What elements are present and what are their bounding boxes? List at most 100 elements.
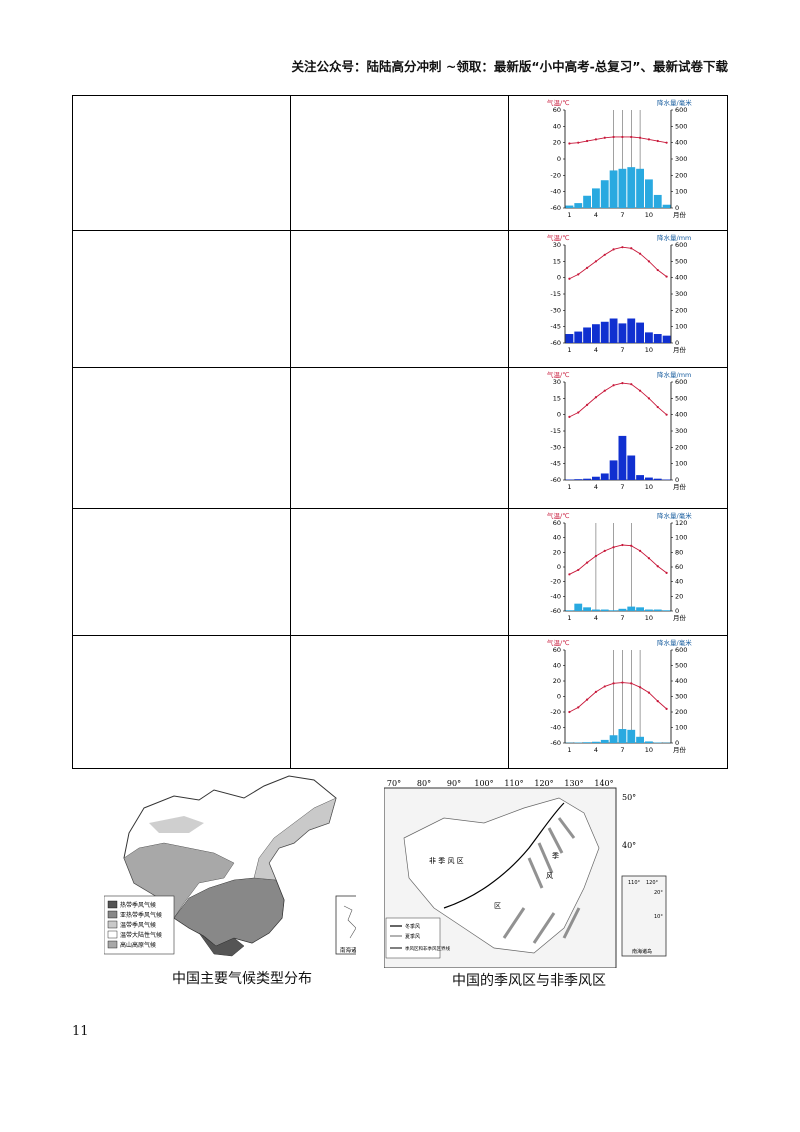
temp-tick-label: 20 — [553, 548, 561, 556]
temp-tick-label: -40 — [551, 592, 562, 600]
temp-point — [665, 413, 668, 416]
temp-axis-label: 气温/℃ — [547, 370, 570, 379]
temp-point — [612, 248, 615, 251]
precip-bar — [627, 729, 636, 743]
climate-chart-cell: 气温/℃ 降水量/mm 30 15 0 -15 -30 -45 -60 600 500 400 300 2… — [508, 367, 728, 509]
temp-point — [594, 690, 598, 693]
temp-point — [639, 252, 642, 255]
longitude-label: 100° — [474, 779, 493, 788]
precip-bar — [618, 435, 627, 480]
x-tick-label: 7 — [620, 483, 624, 491]
temp-tick-label: 0 — [557, 155, 561, 163]
temp-point — [639, 686, 642, 689]
precip-tick-label: 0 — [675, 739, 679, 747]
legend-label: 冬季风 — [405, 923, 420, 930]
precip-axis-label: 降水量/毫米 — [657, 98, 692, 107]
temp-tick-label: -40 — [551, 724, 562, 732]
climate-chart-4: 气温/℃ 降水量/毫米6040200-20-40-6012010080604020… — [547, 511, 692, 622]
precip-bar — [609, 610, 618, 611]
temp-axis-label: 气温/℃ — [547, 511, 570, 520]
temp-point — [586, 403, 589, 406]
legend-label: 高山高原气候 — [120, 941, 156, 949]
temp-point — [568, 573, 571, 576]
precip-bar — [645, 741, 653, 743]
temp-tick-label: 0 — [557, 274, 561, 282]
maps-section: 热带季风气候 亚热带季风气候 温带季风气候 温带大陆性气候 高山高原气候 南海诸… — [72, 768, 728, 998]
temp-point — [577, 568, 580, 572]
precip-tick-label: 500 — [675, 122, 687, 130]
precip-tick-label: 100 — [675, 724, 687, 732]
climate-chart-cell: 气温/℃ 降水量/mm 30 15 0 -15 -30 -45 -60 600 500 400 300 2… — [508, 230, 728, 368]
temp-axis-label: 气温/℃ — [547, 638, 570, 647]
precip-bar — [600, 180, 609, 208]
china-monsoon-map: 70°80°90°100°110°120°130°140° 50°40°30°2… — [384, 779, 667, 968]
precip-bar — [583, 478, 592, 480]
precip-tick-label: 500 — [675, 394, 687, 402]
precip-tick-label: 0 — [675, 607, 679, 615]
precip-tick-label: 400 — [675, 139, 687, 147]
legend-label: 季风区和非季风区界线 — [405, 945, 450, 952]
temp-point — [656, 405, 659, 409]
x-tick-label: 10 — [645, 614, 653, 622]
x-tick-label: 1 — [567, 211, 571, 219]
temp-point — [586, 139, 589, 143]
temp-point — [621, 543, 624, 547]
south-china-sea-inset: 南海诸岛 — [335, 895, 356, 955]
table-cell — [71, 635, 292, 769]
temp-point — [630, 682, 633, 685]
temp-point — [612, 135, 615, 139]
precip-tick-label: 400 — [675, 677, 687, 685]
temp-point — [568, 142, 571, 145]
precip-bar — [592, 188, 600, 208]
precip-bar — [653, 334, 662, 343]
temp-tick-label: -30 — [551, 306, 562, 314]
precip-bar — [653, 194, 662, 208]
temp-point — [639, 389, 642, 392]
temp-tick-label: -40 — [551, 188, 562, 196]
precip-bar — [609, 170, 618, 208]
precip-tick-label: 0 — [675, 339, 679, 347]
precip-bar — [627, 606, 636, 611]
precip-bar — [592, 476, 600, 480]
precip-tick-label: 400 — [675, 411, 687, 419]
precip-tick-label: 60 — [675, 563, 683, 571]
precip-tick-label: 600 — [675, 241, 687, 249]
precip-bar — [653, 609, 662, 611]
temp-tick-label: 60 — [553, 646, 561, 654]
latitude-label: 50° — [622, 793, 636, 802]
temp-point — [568, 415, 571, 418]
inset-tick-label: 120° — [646, 880, 659, 886]
legend-label: 温带季风气候 — [120, 921, 156, 929]
precip-bar — [600, 739, 609, 743]
latitude-label: 40° — [622, 841, 636, 850]
temp-point — [656, 700, 659, 703]
temp-point — [612, 384, 615, 387]
temp-point — [656, 565, 659, 568]
precip-bar — [662, 204, 671, 208]
precip-tick-label: 100 — [675, 323, 687, 331]
precip-tick-label: 100 — [675, 460, 687, 468]
x-tick-label: 7 — [620, 211, 624, 219]
temp-tick-label: 0 — [557, 411, 561, 419]
precip-bar — [565, 205, 574, 208]
legend-label: 夏季风 — [405, 933, 420, 940]
legend-label: 亚热带季风气候 — [120, 911, 162, 919]
left-map-caption: 中国主要气候类型分布 — [172, 971, 312, 987]
temp-point — [639, 549, 642, 552]
precip-bar — [636, 168, 645, 208]
temp-point — [594, 554, 598, 558]
precip-bar — [662, 610, 671, 611]
temp-tick-label: -30 — [551, 443, 562, 451]
precip-bar — [565, 610, 574, 611]
temp-tick-label: 40 — [553, 122, 561, 130]
precip-bar — [600, 609, 609, 611]
precip-bar — [583, 195, 592, 208]
temp-point — [568, 710, 571, 714]
precip-bar — [600, 473, 609, 480]
temp-point — [639, 136, 642, 139]
inset-label: 南海诸岛 — [632, 948, 652, 955]
legend-label: 温带大陆性气候 — [120, 931, 162, 939]
precip-tick-label: 0 — [675, 476, 679, 484]
inset-tick-label: 20° — [654, 890, 663, 896]
temp-point — [630, 247, 633, 250]
